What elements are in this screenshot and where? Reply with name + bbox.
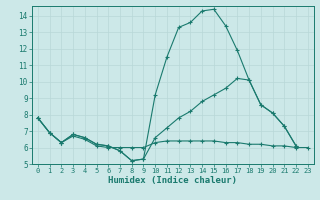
X-axis label: Humidex (Indice chaleur): Humidex (Indice chaleur) [108, 176, 237, 185]
